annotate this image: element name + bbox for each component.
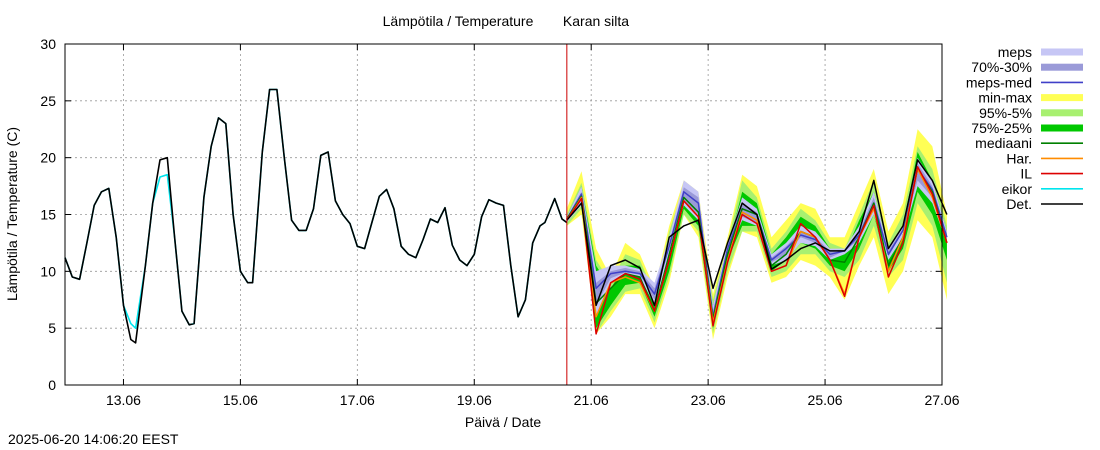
legend-swatch xyxy=(1041,48,1083,56)
y-tick-label: 0 xyxy=(48,377,56,393)
legend-swatch xyxy=(1041,63,1083,71)
legend-label: 75%-25% xyxy=(971,120,1032,136)
x-axis-label: Päivä / Date xyxy=(465,414,541,430)
legend-swatch xyxy=(1041,94,1083,102)
x-tick-label: 23.06 xyxy=(691,392,726,408)
legend-label: 70%-30% xyxy=(971,59,1032,75)
legend-label: min-max xyxy=(978,90,1032,106)
line-eikor xyxy=(64,88,568,330)
x-tick-label: 27.06 xyxy=(924,392,959,408)
y-tick-label: 15 xyxy=(40,207,56,223)
line-il xyxy=(566,166,948,335)
x-tick-label: 17.06 xyxy=(340,392,375,408)
legend-swatch xyxy=(1041,124,1083,132)
legend-label: Har. xyxy=(1006,150,1032,166)
x-tick-label: 13.06 xyxy=(106,392,141,408)
y-tick-label: 25 xyxy=(40,93,56,109)
grid xyxy=(65,44,942,385)
x-ticks: 13.06 15.06 17.06 19.06 21.06 23.06 25.06 27.06 xyxy=(106,44,960,408)
legend-label: IL xyxy=(1020,166,1032,182)
band-min-max xyxy=(566,129,947,340)
y-tick-label: 5 xyxy=(48,320,56,336)
x-tick-label: 21.06 xyxy=(574,392,609,408)
chart-title: Lämpötila / Temperature xyxy=(383,13,534,29)
station-name: Karan silta xyxy=(563,13,629,29)
legend-swatch xyxy=(1041,109,1083,117)
legend-label: meps-med xyxy=(966,74,1032,90)
x-tick-label: 25.06 xyxy=(808,392,843,408)
legend-label: 95%-5% xyxy=(979,105,1032,121)
legend-label: Det. xyxy=(1006,196,1032,212)
legend-label: meps xyxy=(998,44,1032,60)
series-layer xyxy=(64,44,948,385)
y-tick-label: 10 xyxy=(40,263,56,279)
band-95-5 xyxy=(566,146,947,334)
x-tick-label: 15.06 xyxy=(223,392,258,408)
legend-label: mediaani xyxy=(975,135,1032,151)
y-axis-label: Lämpötila / Temperature (C) xyxy=(4,127,20,301)
y-tick-label: 30 xyxy=(40,36,56,52)
line-det-observed xyxy=(64,88,568,344)
timestamp: 2025-06-20 14:06:20 EEST xyxy=(8,431,179,447)
y-tick-label: 20 xyxy=(40,150,56,166)
line-det-forecast xyxy=(566,159,948,307)
legend-label: eikor xyxy=(1002,181,1033,197)
legend: meps70%-30%meps-medmin-max95%-5%75%-25%m… xyxy=(966,44,1083,212)
y-ticks: 0 5 10 15 20 25 30 xyxy=(40,36,942,393)
x-tick-label: 19.06 xyxy=(457,392,492,408)
